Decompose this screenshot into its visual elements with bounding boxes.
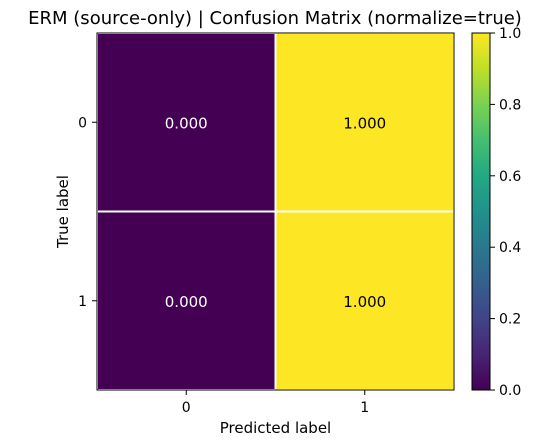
cell-value-label-r0-c0: 0.000 xyxy=(165,114,208,132)
cell-value-label-r1-c1: 1.000 xyxy=(343,293,386,311)
heatmap-cell-r1-c1 xyxy=(274,210,455,391)
colorbar-tick-label-2: 0.4 xyxy=(499,240,521,256)
heatmap-cell-r0-c0 xyxy=(96,32,277,213)
cell-value-label-r0-c1: 1.000 xyxy=(343,114,386,132)
y-axis-ticks: 01 xyxy=(78,115,97,310)
colorbar-tick-label-5: 1.0 xyxy=(499,26,521,42)
x-axis-label: Predicted label xyxy=(220,419,331,437)
colorbar-tick-label-3: 0.6 xyxy=(499,169,521,185)
colorbar-ticks: 0.0 0.2 0.4 0.6 0.8 1.0 xyxy=(490,26,521,399)
y-axis-label: True label xyxy=(54,175,72,249)
colorbar-tick-label-4: 0.8 xyxy=(499,97,521,113)
heatmap-cell-r1-c0 xyxy=(96,210,277,391)
colorbar-tick-label-0: 0.0 xyxy=(499,383,521,399)
colorbar-tick-label-1: 0.2 xyxy=(499,312,521,328)
heatmap-cell-r0-c1 xyxy=(274,32,455,213)
x-tick-label-1: 1 xyxy=(360,400,369,416)
heatmap-cells: 0.000 1.000 0.000 1.000 xyxy=(96,32,455,391)
y-tick-label-1: 1 xyxy=(78,294,87,310)
x-tick-label-0: 0 xyxy=(182,400,191,416)
cell-value-label-r1-c0: 0.000 xyxy=(165,293,208,311)
colorbar xyxy=(471,32,491,391)
chart-title: ERM (source-only) | Confusion Matrix (no… xyxy=(28,8,522,29)
y-tick-label-0: 0 xyxy=(78,115,87,131)
plot-frame xyxy=(96,32,455,391)
